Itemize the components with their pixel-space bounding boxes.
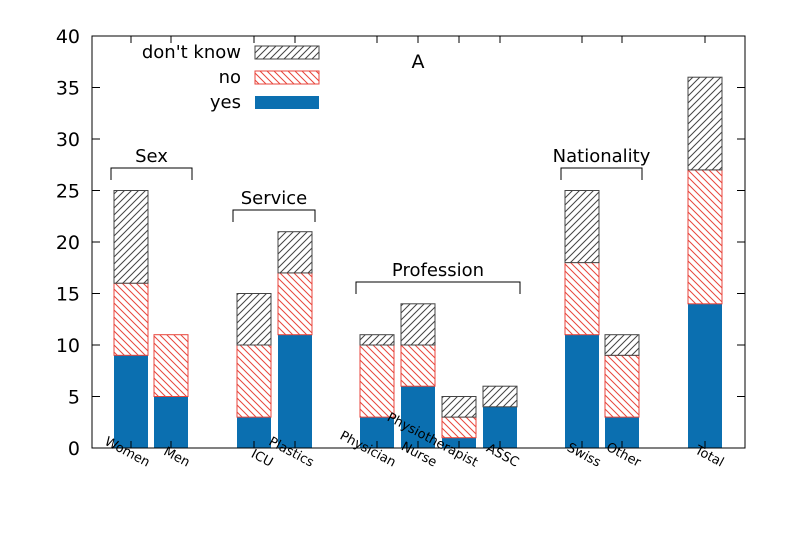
- bar-total-yes: [688, 303, 722, 448]
- bars-layer: [113, 76, 723, 448]
- bar-icu-no: [236, 344, 272, 418]
- group-bracket-profession: [355, 281, 521, 294]
- y-tick-label: 10: [56, 335, 80, 357]
- group-bracket-service: [232, 209, 316, 222]
- bar-men-no: [153, 334, 189, 398]
- legend: don't know no yes: [142, 42, 320, 113]
- y-tick-label: 20: [56, 232, 80, 254]
- y-tick-label: 35: [56, 78, 80, 100]
- group-label-sex: Sex: [135, 146, 168, 167]
- y-tick-label: 25: [56, 181, 80, 203]
- bar-swiss-yes: [565, 334, 599, 448]
- bar-women-don-t-know: [113, 190, 149, 284]
- bar-total-no: [687, 169, 723, 305]
- bar-nurse-don-t-know: [400, 303, 436, 346]
- bar-plastics-don-t-know: [277, 231, 313, 274]
- group-layer: Sex Service Profession Nationality: [110, 146, 651, 294]
- bar-physician-no: [359, 344, 395, 418]
- bar-physician-don-t-know: [359, 334, 395, 346]
- legend-label-don-t-know: don't know: [142, 42, 241, 63]
- bar-swiss-no: [564, 262, 600, 336]
- axis-layer: 0 5 10 15 20 25 30 35 40: [56, 26, 746, 460]
- bar-icu-don-t-know: [236, 293, 272, 346]
- bar-other-no: [604, 354, 640, 418]
- chart-title: A: [412, 51, 425, 73]
- legend-swatch-no: [254, 70, 320, 85]
- bar-men-yes: [154, 396, 188, 448]
- legend-swatch-yes: [255, 96, 319, 109]
- bar-women-no: [113, 282, 149, 356]
- group-bracket-sex: [110, 167, 193, 180]
- y-tick-label: 30: [56, 129, 80, 151]
- y-tick-label: 0: [68, 438, 80, 460]
- bar-women-yes: [114, 355, 148, 448]
- group-label-service: Service: [241, 188, 308, 209]
- bar-assc-don-t-know: [482, 385, 518, 408]
- bar-physiotherapist-don-t-know: [441, 396, 477, 418]
- group-bracket-nationality: [560, 167, 643, 180]
- y-tick-label: 5: [68, 387, 80, 409]
- bar-physiotherapist-no: [441, 416, 477, 439]
- bar-nurse-yes: [401, 386, 435, 448]
- bar-total-don-t-know: [687, 76, 723, 171]
- legend-swatch-don-t-know: [254, 45, 320, 60]
- group-label-profession: Profession: [392, 260, 484, 281]
- bar-plastics-no: [277, 272, 313, 336]
- bar-other-don-t-know: [604, 334, 640, 356]
- bar-swiss-don-t-know: [564, 190, 600, 264]
- legend-label-yes: yes: [210, 92, 241, 113]
- bar-nurse-no: [400, 344, 436, 387]
- bar-plastics-yes: [278, 334, 312, 448]
- y-tick-label: 15: [56, 284, 80, 306]
- group-label-nationality: Nationality: [553, 146, 651, 167]
- legend-label-no: no: [219, 67, 241, 88]
- y-tick-label: 40: [56, 26, 80, 48]
